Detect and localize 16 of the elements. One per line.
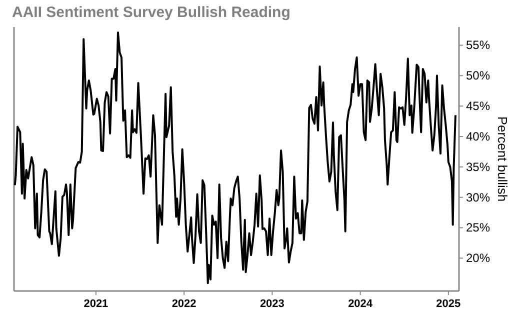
y-tick-label: 55% — [466, 38, 490, 52]
x-tick-label: 2021 — [84, 298, 108, 310]
y-tick-label: 40% — [466, 129, 490, 144]
y-tick-label: 35% — [466, 160, 490, 174]
y-tick-label: 30% — [466, 190, 490, 204]
line-series — [14, 31, 456, 284]
chart-title: AAII Sentiment Survey Bullish Reading — [12, 4, 290, 21]
y-tick-label: 20% — [466, 251, 490, 266]
x-tick-label: 2023 — [260, 298, 284, 310]
x-tick-label: 2022 — [172, 298, 196, 310]
y-tick-label: 25% — [466, 220, 490, 235]
y-tick-label: 50% — [466, 68, 490, 83]
y-axis-title: Percent bullish — [495, 116, 510, 202]
x-tick-label: 2024 — [348, 298, 374, 310]
x-tick-label: 2025 — [436, 298, 461, 310]
y-tick-label: 45% — [466, 99, 490, 114]
